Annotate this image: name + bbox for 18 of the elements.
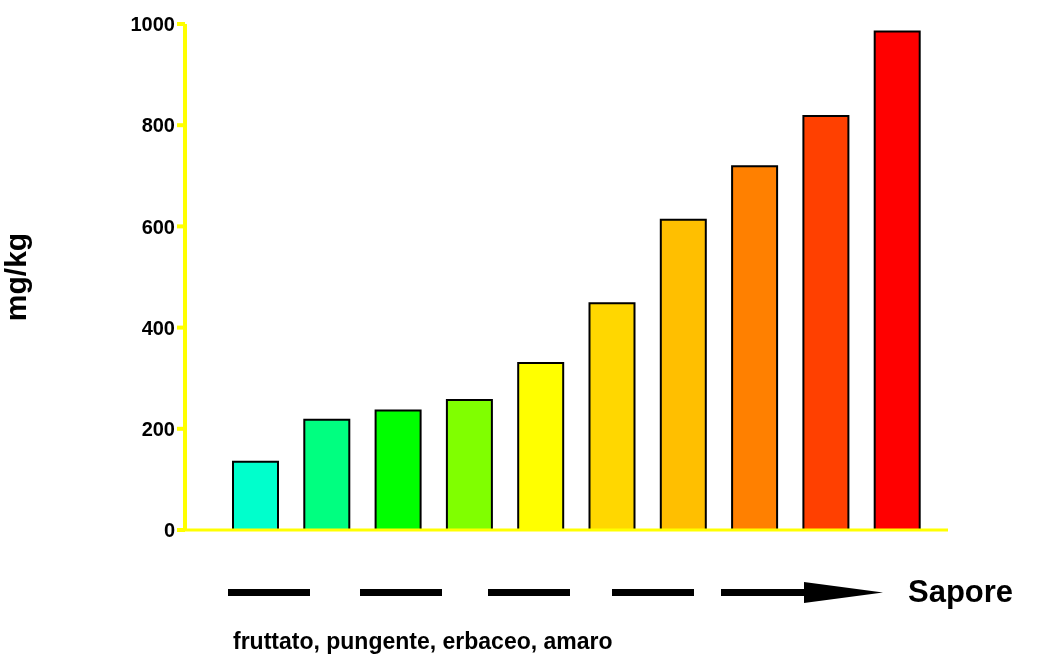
bar xyxy=(445,398,493,530)
bar xyxy=(873,30,921,530)
y-tick-label: 200 xyxy=(141,417,175,440)
bar xyxy=(659,218,707,530)
y-tick-label: 600 xyxy=(141,215,175,238)
bar xyxy=(731,165,779,530)
bar xyxy=(232,460,279,530)
x-axis-title: Sapore xyxy=(908,574,1014,610)
text: fruttato, pungente, erbaceo, amaro xyxy=(233,628,613,655)
y-tick-label: 400 xyxy=(141,316,175,339)
bar xyxy=(374,409,422,530)
y-tick-label: 1000 xyxy=(130,13,175,36)
y-tick-label: 0 xyxy=(163,519,175,542)
y-tick-label: 800 xyxy=(141,114,175,137)
bar xyxy=(588,302,636,530)
y-axis-title: mg/kg xyxy=(0,232,32,322)
bar xyxy=(802,115,850,530)
bar xyxy=(303,418,351,530)
